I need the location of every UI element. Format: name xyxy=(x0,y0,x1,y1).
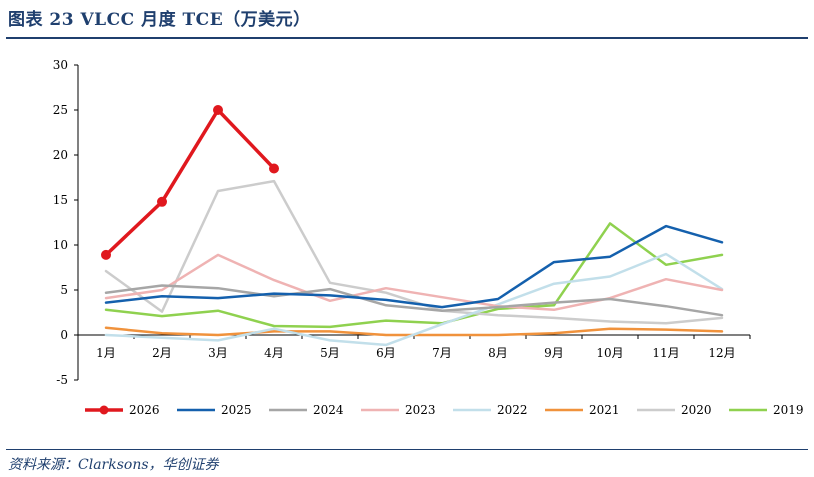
x-tick-label: 10月 xyxy=(596,346,623,360)
x-tick-label: 6月 xyxy=(376,346,396,360)
series-line-2022 xyxy=(104,252,724,347)
source-note: 资料来源：Clarksons，华创证券 xyxy=(8,457,219,473)
source-divider xyxy=(6,449,808,450)
legend-label: 2021 xyxy=(589,403,620,417)
data-point-2026 xyxy=(213,105,223,115)
x-tick-label: 7月 xyxy=(432,346,452,360)
legend-item-2019: 2019 xyxy=(729,403,804,417)
legend-item-2021: 2021 xyxy=(545,403,620,417)
series-2024 xyxy=(104,284,724,317)
legend-label: 2025 xyxy=(221,403,252,417)
legend-item-2022: 2022 xyxy=(453,403,528,417)
series-2025 xyxy=(104,224,724,309)
legend-item-2024: 2024 xyxy=(269,403,344,417)
legend-marker xyxy=(99,405,109,415)
legend-label: 2022 xyxy=(497,403,528,417)
series-line-2024 xyxy=(104,284,724,317)
x-tick-label: 5月 xyxy=(320,346,340,360)
x-tick-label: 3月 xyxy=(208,346,228,360)
legend-item-2025: 2025 xyxy=(177,403,252,417)
legend-item-2026: 2026 xyxy=(85,403,160,417)
x-tick-label: 8月 xyxy=(488,346,508,360)
figure-title: 图表 23 VLCC 月度 TCE（万美元） xyxy=(8,10,311,30)
x-tick-label: 1月 xyxy=(96,346,116,360)
legend-item-2023: 2023 xyxy=(361,403,436,417)
series-line-2023 xyxy=(104,253,724,312)
y-tick-label: 5 xyxy=(60,283,68,297)
series-2019 xyxy=(104,222,724,329)
series-line-2020 xyxy=(104,179,724,325)
series-2023 xyxy=(104,253,724,312)
series-line-2026 xyxy=(104,108,276,257)
y-tick-label: -5 xyxy=(56,373,68,387)
title-divider xyxy=(6,37,808,39)
legend-label: 2024 xyxy=(313,403,344,417)
y-tick-label: 10 xyxy=(53,238,68,252)
legend: 2026 2025 2024 2023 2022 2021 2020 2019 xyxy=(85,403,804,417)
legend-label: 2023 xyxy=(405,403,436,417)
series-2020 xyxy=(104,179,724,325)
legend-item-2020: 2020 xyxy=(637,403,712,417)
y-tick-label: 15 xyxy=(53,193,68,207)
x-tick-label: 9月 xyxy=(544,346,564,360)
data-point-2026 xyxy=(101,249,111,260)
y-tick-label: 0 xyxy=(60,328,68,342)
legend-label: 2020 xyxy=(681,403,712,417)
y-tick-label: 20 xyxy=(53,148,68,162)
legend-label: 2019 xyxy=(773,403,804,417)
x-tick-label: 2月 xyxy=(152,346,172,360)
y-tick-label: 30 xyxy=(53,58,68,72)
series-lines xyxy=(101,105,724,347)
series-2026 xyxy=(101,105,279,260)
x-tick-label: 4月 xyxy=(264,346,284,360)
axes: -5 0 5 10 15 20 25 30 1月 2月 3月 4月 5月 6月 7月 8月 9月 10月 11月 12… xyxy=(53,58,751,387)
legend-label: 2026 xyxy=(129,403,160,417)
y-tick-label: 25 xyxy=(53,103,68,117)
x-tick-label: 12月 xyxy=(708,346,735,360)
data-point-2026 xyxy=(269,163,279,174)
data-point-2026 xyxy=(157,196,167,207)
series-line-2025 xyxy=(104,224,724,309)
series-line-2019 xyxy=(104,222,724,329)
series-2022 xyxy=(104,252,724,347)
x-tick-label: 11月 xyxy=(652,346,679,360)
